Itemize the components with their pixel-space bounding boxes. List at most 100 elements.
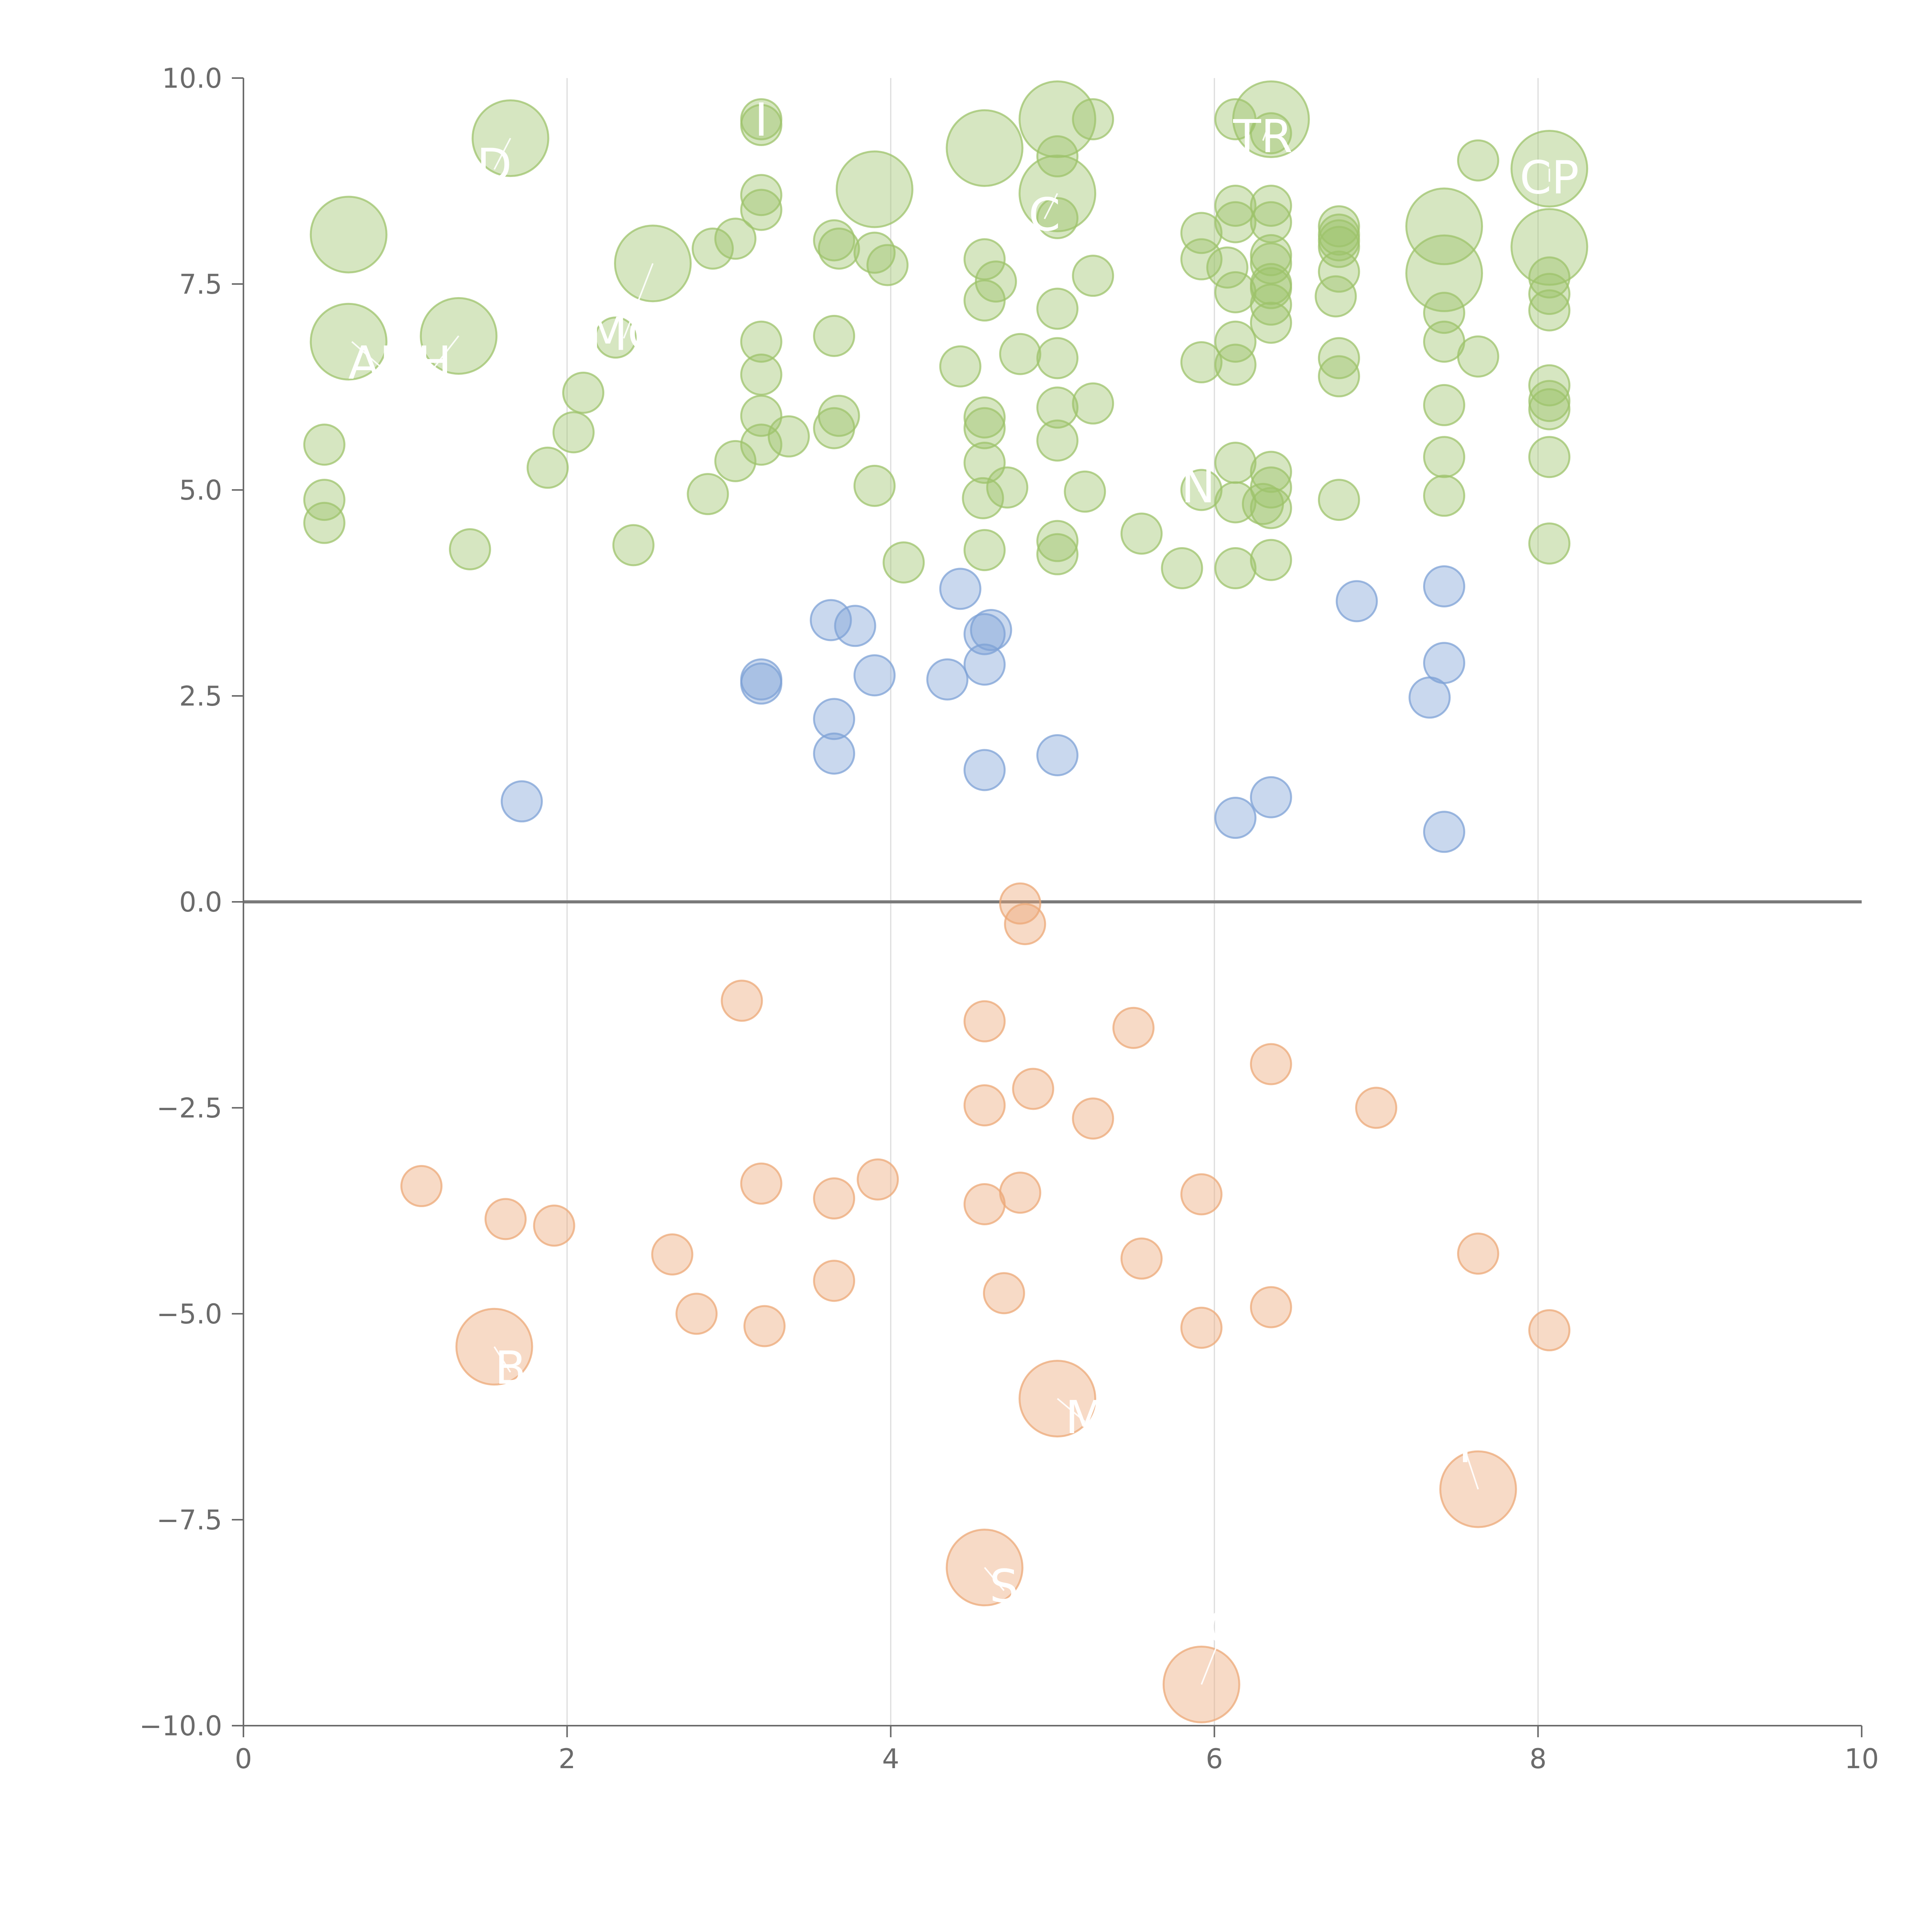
point-label: TR <box>1233 110 1293 163</box>
data-point-neutral <box>970 609 1012 651</box>
data-point-positive <box>1072 382 1114 425</box>
point-label: H <box>417 336 452 389</box>
data-point-positive <box>310 196 388 274</box>
data-point-negative <box>813 1177 855 1220</box>
data-point-positive <box>1242 483 1284 525</box>
data-point-positive <box>1318 337 1360 379</box>
data-point-positive <box>1036 533 1079 575</box>
y-tick-label: −5.0 <box>156 1298 222 1330</box>
y-tick-label: 7.5 <box>179 269 222 300</box>
data-point-neutral <box>939 568 981 610</box>
data-point-positive <box>939 345 981 388</box>
data-point-positive <box>1250 283 1292 326</box>
data-point-negative <box>963 1000 1006 1043</box>
data-point-positive <box>818 227 860 270</box>
x-tick-label: 10 <box>1844 1743 1879 1775</box>
data-point-positive <box>594 316 637 359</box>
data-point-positive <box>1180 341 1223 384</box>
label-leader-line <box>1201 1631 1223 1685</box>
label-leader-line <box>493 138 511 170</box>
data-point-positive <box>1214 201 1257 243</box>
x-tick-label: 6 <box>1206 1743 1223 1775</box>
data-point-neutral <box>1214 797 1257 839</box>
data-point-positive <box>1250 267 1292 310</box>
y-tick-label: 10.0 <box>162 63 222 94</box>
data-point-positive <box>552 411 595 454</box>
axes: 0 2 4 6 8 10 −10.0 −7.5 −5.0 −2.5 0.0 2.5 5.0 7.5 10.0 <box>139 63 1879 1775</box>
data-point-positive <box>740 174 782 216</box>
data-point-positive <box>1528 388 1571 430</box>
data-point-positive <box>1250 184 1292 227</box>
data-point-positive <box>612 524 655 566</box>
x-tick-label: 0 <box>235 1743 252 1775</box>
data-point-positive <box>1528 256 1571 299</box>
data-point-negative <box>1355 1087 1398 1129</box>
data-point-positive <box>526 446 569 489</box>
data-point-positive <box>1405 234 1483 312</box>
label-leader-line <box>1057 1398 1086 1422</box>
data-point-positive <box>303 502 345 544</box>
point-label: B <box>495 1341 526 1395</box>
data-point-positive <box>1036 287 1079 330</box>
data-point-positive <box>1036 520 1079 562</box>
data-point-positive <box>1423 474 1465 517</box>
label-leader-line <box>1262 119 1272 141</box>
point-label: S <box>990 1560 1019 1613</box>
data-point-positive <box>1214 442 1257 484</box>
data-point-positive <box>1315 275 1357 318</box>
data-point-positive <box>1528 522 1571 565</box>
data-point-positive <box>986 466 1029 509</box>
data-point-negative <box>1457 1232 1499 1275</box>
data-point-positive <box>1528 364 1571 406</box>
data-point-negative <box>484 1198 527 1240</box>
data-point-positive <box>813 315 855 357</box>
data-point-positive <box>1250 301 1292 344</box>
data-point-positive <box>1180 238 1223 281</box>
data-point-negative <box>1004 903 1046 946</box>
y-tick-label: 5.0 <box>179 474 222 506</box>
data-point-neutral <box>740 662 782 705</box>
data-point-positive <box>1214 271 1257 313</box>
point-label: C <box>1207 1601 1238 1654</box>
data-point-neutral <box>963 643 1006 686</box>
data-point-negative <box>1112 1007 1155 1049</box>
data-point-negative <box>1120 1237 1163 1280</box>
data-point-positive <box>1510 208 1588 286</box>
data-point-positive <box>692 227 734 270</box>
point-label: T <box>1451 1420 1480 1473</box>
label-leader-line <box>434 335 459 368</box>
data-point-neutral <box>1423 811 1465 853</box>
data-point-positive <box>946 109 1024 187</box>
data-point-negative <box>999 1172 1041 1214</box>
y-tick-label: −10.0 <box>139 1710 222 1742</box>
data-point-positive <box>740 189 782 231</box>
point-label: M <box>1065 1391 1105 1444</box>
data-point-positive <box>740 354 782 396</box>
data-point-positive <box>1036 135 1079 178</box>
data-point-positive <box>303 423 345 466</box>
data-point-negative <box>983 1272 1025 1315</box>
point-label: C <box>1029 188 1060 241</box>
point-label: D <box>477 139 512 192</box>
data-point-positive <box>963 396 1006 439</box>
data-point-positive <box>714 218 757 260</box>
label-leader-line <box>1044 193 1058 219</box>
y-tick-label: −2.5 <box>156 1092 222 1124</box>
data-point-positive <box>1457 139 1499 182</box>
data-point-negative <box>1250 1043 1292 1085</box>
label-leader-line <box>984 1567 1005 1591</box>
label-leader-line <box>351 341 382 368</box>
data-point-positive <box>963 238 1006 281</box>
data-point-positive <box>853 464 896 507</box>
data-point-negative <box>1250 1286 1292 1328</box>
data-point-negative <box>1180 1306 1223 1349</box>
data-point-neutral <box>963 613 1006 655</box>
data-point-neutral <box>1423 565 1465 607</box>
data-point-positive <box>1036 197 1079 239</box>
data-point-negative <box>857 1158 899 1201</box>
data-point-positive <box>835 150 913 228</box>
data-point-positive <box>687 473 729 515</box>
data-point-positive <box>866 244 909 286</box>
point-label: CP <box>1520 151 1579 204</box>
data-point-positive <box>310 303 388 381</box>
